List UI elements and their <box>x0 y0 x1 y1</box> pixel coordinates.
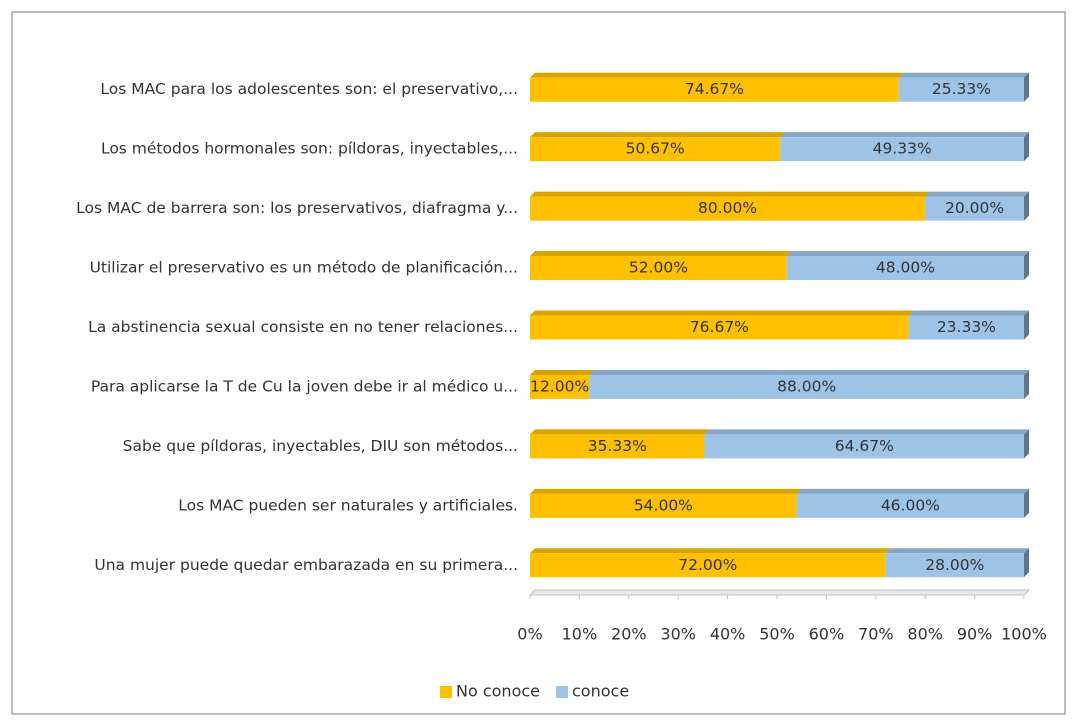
data-label: 20.00% <box>945 199 1004 217</box>
x-tick-label: 10% <box>562 625 598 644</box>
bar-top <box>885 548 1029 554</box>
bar-top <box>589 369 1029 375</box>
x-tick-label: 40% <box>710 625 746 644</box>
data-label: 54.00% <box>634 496 693 514</box>
data-label: 72.00% <box>678 556 737 574</box>
data-label: 35.33% <box>588 437 647 455</box>
x-tick-label: 20% <box>611 625 647 644</box>
bar-side <box>1024 191 1029 221</box>
bar <box>530 553 886 578</box>
bar <box>589 374 1024 399</box>
bar-top <box>898 72 1029 78</box>
bar <box>530 256 787 281</box>
bar <box>530 315 909 340</box>
category-label: Los métodos hormonales son: píldoras, in… <box>101 140 518 158</box>
category-label: Los MAC de barrera son: los preservativo… <box>76 199 518 217</box>
x-tick-label: 50% <box>759 625 795 644</box>
bar <box>530 77 899 102</box>
bar <box>908 315 1024 340</box>
legend-swatch <box>440 686 452 698</box>
bar-top <box>530 488 802 494</box>
bar-top <box>530 369 595 375</box>
bar-top <box>530 132 786 138</box>
bar <box>786 256 1024 281</box>
bar-top <box>530 72 904 78</box>
legend-swatch <box>556 686 568 698</box>
bar-top <box>704 429 1029 435</box>
bar-side <box>1024 429 1029 459</box>
bar <box>704 434 1024 459</box>
bar-top <box>796 488 1029 494</box>
bar-side <box>1024 251 1029 281</box>
category-label: Una mujer puede quedar embarazada en su … <box>94 556 518 574</box>
data-label: 88.00% <box>777 377 836 395</box>
data-label: 50.67% <box>626 140 685 158</box>
legend-label: conoce <box>572 682 629 701</box>
bar-top <box>530 429 710 435</box>
category-label: Utilizar el preservativo es un método de… <box>90 259 518 277</box>
bar <box>530 434 705 459</box>
x-tick-label: 30% <box>660 625 696 644</box>
category-label: Los MAC pueden ser naturales y artificia… <box>178 496 518 514</box>
bar <box>530 137 781 162</box>
bar <box>898 77 1024 102</box>
bar-side <box>1024 310 1029 340</box>
legend-label: No conoce <box>456 682 540 701</box>
axis-floor <box>528 589 1031 596</box>
bar-side <box>1024 132 1029 162</box>
category-label: Sabe que píldoras, inyectables, DIU son … <box>123 437 518 455</box>
bar-top <box>780 132 1029 138</box>
chart-frame <box>11 11 1066 715</box>
bar-top <box>530 548 891 554</box>
data-label: 28.00% <box>925 556 984 574</box>
bar-top <box>530 191 931 197</box>
data-label: 52.00% <box>629 259 688 277</box>
data-label: 80.00% <box>698 199 757 217</box>
bar-top <box>530 310 914 316</box>
x-tick-label: 0% <box>517 625 542 644</box>
data-label: 48.00% <box>876 259 935 277</box>
x-tick-label: 80% <box>907 625 943 644</box>
bar <box>530 374 590 399</box>
bar <box>885 553 1024 578</box>
bar-side <box>1024 548 1029 578</box>
data-label: 74.67% <box>685 80 744 98</box>
data-label: 25.33% <box>932 80 991 98</box>
bar-side <box>1024 72 1029 102</box>
bar-top <box>530 251 792 257</box>
data-label: 23.33% <box>937 318 996 336</box>
bar <box>925 196 1024 221</box>
bar <box>530 493 797 518</box>
data-label: 46.00% <box>881 496 940 514</box>
category-label: Los MAC para los adolescentes son: el pr… <box>100 80 518 98</box>
bar-top <box>908 310 1029 316</box>
x-tick-label: 100% <box>1001 625 1047 644</box>
x-tick-label: 70% <box>858 625 894 644</box>
data-label: 76.67% <box>690 318 749 336</box>
bar-top <box>925 191 1029 197</box>
x-tick-label: 90% <box>957 625 993 644</box>
data-label: 49.33% <box>873 140 932 158</box>
bar <box>796 493 1024 518</box>
data-label: 12.00% <box>530 377 589 395</box>
bar-side <box>1024 369 1029 399</box>
data-label: 64.67% <box>835 437 894 455</box>
bar <box>530 196 926 221</box>
category-label: La abstinencia sexual consiste en no ten… <box>88 318 518 336</box>
bar-side <box>1024 488 1029 518</box>
x-tick-label: 60% <box>809 625 845 644</box>
bar <box>780 137 1024 162</box>
category-label: Para aplicarse la T de Cu la joven debe … <box>91 377 518 395</box>
bar-top <box>786 251 1029 257</box>
